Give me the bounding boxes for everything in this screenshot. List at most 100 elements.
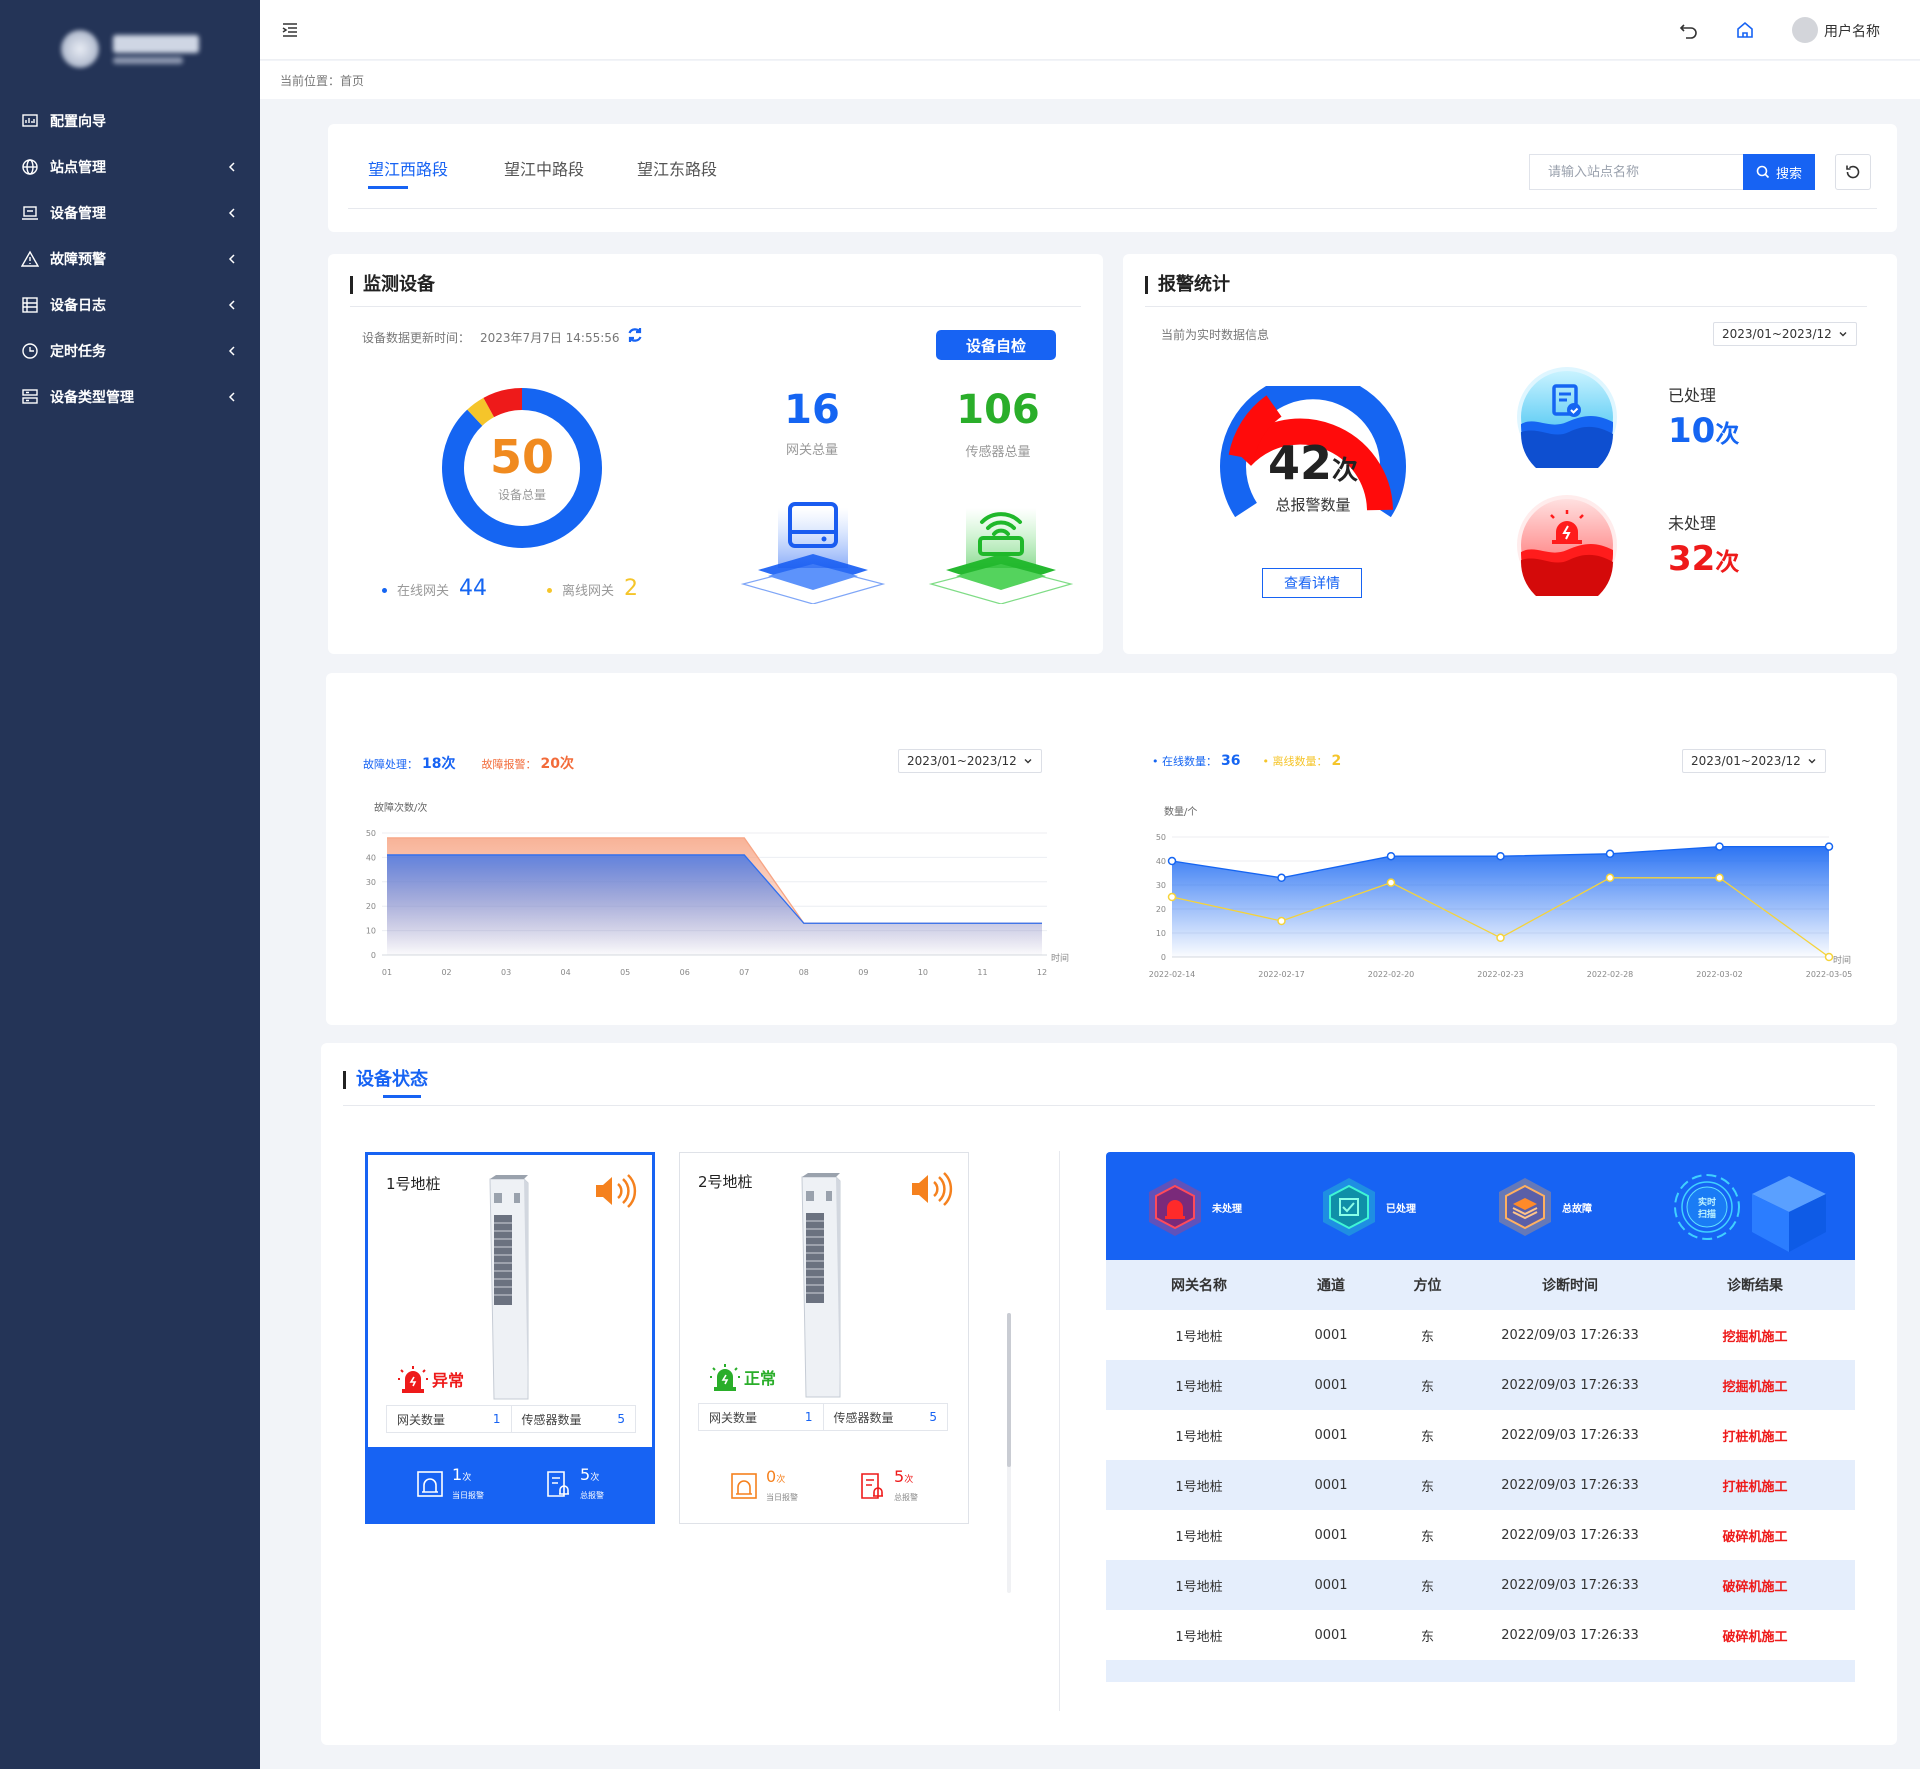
donut-segment-offline: [467, 397, 495, 426]
username[interactable]: 用户名称: [1824, 24, 1880, 40]
sensor-count-label: 传感器数量: [521, 1412, 582, 1427]
menu-fold-icon[interactable]: [280, 20, 300, 40]
logo: [0, 0, 260, 98]
today-alarm: 1次 当日报警: [416, 1467, 484, 1501]
table-row[interactable]: 1号地桩 0001 东 2022/09/03 17:26:33 破碎机施工: [1106, 1610, 1855, 1660]
chevron-down-icon: [1024, 759, 1032, 764]
online-gateway-label: 在线网关: [397, 584, 450, 599]
table-cell: 0001: [1314, 1377, 1348, 1393]
table-row[interactable]: 1号地桩 0001 东 2022/09/03 17:26:33 破碎机施工: [1106, 1510, 1855, 1560]
banner-unhandled-label: 未处理: [1212, 1203, 1242, 1215]
scan-text-2: 扫描: [1698, 1208, 1716, 1220]
table-cell: 东: [1420, 1429, 1434, 1445]
data-point: [1715, 842, 1724, 851]
self-check-button[interactable]: 设备自检: [936, 330, 1056, 360]
pile-status-text: 异常: [432, 1371, 465, 1390]
search-button[interactable]: 搜索: [1743, 154, 1815, 190]
table-cell: 东: [1420, 1329, 1434, 1345]
column-header: 通道: [1317, 1278, 1345, 1294]
sync-icon[interactable]: [626, 326, 644, 344]
speaker-icon[interactable]: [910, 1171, 954, 1207]
tab-wangjiang-middle[interactable]: 望江中路段: [504, 160, 585, 179]
chevron-down-icon: [1808, 759, 1816, 764]
fault-handled-label: 故障处理：: [363, 758, 418, 771]
table-row[interactable]: 1号地桩 0001 东 2022/09/03 17:26:33 挖掘机施工: [1106, 1310, 1855, 1360]
avatar[interactable]: [1792, 17, 1818, 43]
table-footer: [1106, 1660, 1855, 1682]
y-tick-label: 30: [1156, 881, 1166, 890]
pile-list-scrollbar-thumb[interactable]: [1007, 1313, 1011, 1467]
sidebar-menu: 配置向导 站点管理 设备管理 故障预警 设备日志 定时任务: [0, 98, 260, 420]
title-underline: [383, 1095, 421, 1098]
y-tick-label: 40: [366, 853, 376, 862]
gateway-count-label: 网关数量: [709, 1410, 758, 1425]
pile-stats: 网关数量 1 传感器数量 5: [698, 1403, 948, 1431]
tab-wangjiang-east[interactable]: 望江东路段: [637, 160, 718, 179]
table-cell: 0001: [1314, 1327, 1348, 1343]
date-range-value: 2023/01~2023/12: [1691, 754, 1801, 768]
unhandled-value: 32次: [1668, 542, 1739, 579]
handled-value: 10次: [1668, 414, 1739, 451]
banner-handled[interactable]: 已处理: [1320, 1176, 1416, 1238]
table-row[interactable]: 1号地桩 0001 东 2022/09/03 17:26:33 打桩机施工: [1106, 1460, 1855, 1510]
table-cell: 2022/09/03 17:26:33: [1501, 1377, 1639, 1393]
pile-status: 正常: [710, 1363, 776, 1391]
online-gateway-legend: 在线网关 44: [382, 576, 487, 601]
alarm-date-select[interactable]: 2023/01~2023/12: [1713, 322, 1857, 346]
search-input[interactable]: [1529, 154, 1743, 190]
pile-status: 异常: [398, 1365, 464, 1393]
table-cell: 东: [1420, 1479, 1434, 1495]
pile-name: 2号地桩: [698, 1173, 753, 1191]
sensor-count-label: 传感器数量: [833, 1410, 894, 1425]
sidebar-item-label: 设备日志: [50, 298, 106, 314]
sidebar-item-device-management[interactable]: 设备管理: [0, 190, 260, 236]
back-icon[interactable]: [1678, 19, 1700, 41]
banner-unhandled[interactable]: 未处理: [1146, 1176, 1242, 1238]
table-cell: 1号地桩: [1175, 1629, 1223, 1645]
data-point: [1715, 873, 1724, 883]
gateway-count-value: 1: [804, 1410, 813, 1424]
view-details-button[interactable]: 查看详情: [1262, 568, 1362, 598]
sidebar-item-label: 站点管理: [50, 160, 106, 176]
offline-count-value: 2: [1331, 753, 1342, 769]
offline-gateway-legend: 离线网关 2: [547, 576, 638, 601]
speaker-icon[interactable]: [594, 1173, 638, 1209]
logo-mark: [61, 30, 99, 68]
total-alarm-unit: 次: [590, 1473, 600, 1483]
sidebar-item-site-management[interactable]: 站点管理: [0, 144, 260, 190]
warning-triangle-icon: [20, 249, 40, 269]
table-row[interactable]: 1号地桩 0001 东 2022/09/03 17:26:33 挖掘机施工: [1106, 1360, 1855, 1410]
x-tick-label: 11: [977, 968, 987, 977]
table-row[interactable]: 1号地桩 0001 东 2022/09/03 17:26:33 破碎机施工: [1106, 1560, 1855, 1610]
chevron-left-icon: [228, 162, 235, 172]
sidebar-item-label: 配置向导: [50, 114, 106, 130]
pile-footer: 0次 当日报警 5次 总报警: [680, 1449, 968, 1523]
table-row[interactable]: 1号地桩 0001 东 2022/09/03 17:26:33 打桩机施工: [1106, 1410, 1855, 1460]
banner-realtime-scan[interactable]: 实时 扫描: [1672, 1172, 1742, 1242]
sidebar-item-device-log[interactable]: 设备日志: [0, 282, 260, 328]
sensor-count-value: 5: [929, 1410, 937, 1424]
fault-date-select[interactable]: 2023/01~2023/12: [898, 749, 1042, 773]
table-cell: 0001: [1314, 1427, 1348, 1443]
banner-total-fault[interactable]: 总故障: [1496, 1176, 1592, 1238]
pile-card-1[interactable]: 1号地桩 异常 网关数量 1 传感器数量 5 1次 当日报警 5次 总报警: [365, 1152, 655, 1524]
sidebar-item-config-wizard[interactable]: 配置向导: [0, 98, 260, 144]
today-alarm-label: 当日报警: [766, 1493, 798, 1502]
x-tick-label: 05: [620, 968, 630, 977]
diagnosis-table: 未处理 已处理 总故障 实时 扫描 网关名称 通道 方位 诊断时间 诊断结果 1号…: [1106, 1152, 1855, 1682]
reset-button[interactable]: [1835, 154, 1871, 190]
sidebar-item-fault-warning[interactable]: 故障预警: [0, 236, 260, 282]
pile-status-text: 正常: [744, 1369, 777, 1388]
pile-card-2[interactable]: 2号地桩 正常 网关数量 1 传感器数量 5 0次 当日报警 5次 总报警: [679, 1152, 969, 1524]
tab-wangjiang-west[interactable]: 望江西路段: [368, 160, 449, 179]
table-cell: 2022/09/03 17:26:33: [1501, 1577, 1639, 1593]
table-cell: 打桩机施工: [1722, 1429, 1788, 1445]
data-point: [1167, 892, 1177, 902]
online-date-select[interactable]: 2023/01~2023/12: [1682, 749, 1826, 773]
sidebar-item-scheduled-task[interactable]: 定时任务: [0, 328, 260, 374]
y-tick-label: 50: [366, 829, 376, 838]
home-icon[interactable]: [1734, 19, 1756, 41]
total-alarm-unit: 次: [904, 1475, 914, 1485]
sidebar-item-device-type[interactable]: 设备类型管理: [0, 374, 260, 420]
